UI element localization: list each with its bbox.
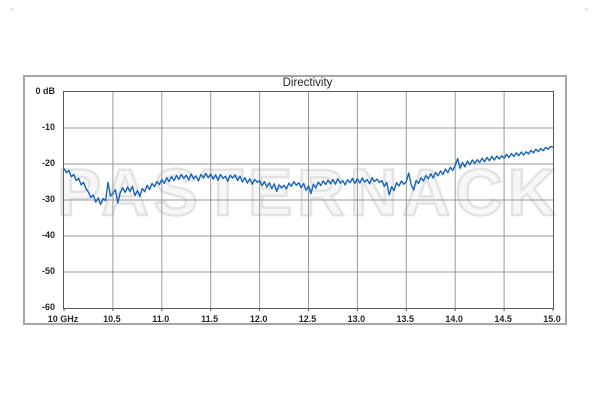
chart-title: Directivity xyxy=(282,77,333,89)
y-tick-label: -50 xyxy=(41,266,55,276)
x-tick-label: 10.5 xyxy=(103,314,121,324)
x-tick-label: 14.0 xyxy=(445,314,463,324)
data-line-layer xyxy=(63,145,554,206)
x-tick-label: 10 GHz xyxy=(47,314,79,324)
y-axis-tick-labels: 0 dB -10 -20 -30 -40 -50 -60 xyxy=(23,86,59,312)
x-tick-label: 13.5 xyxy=(396,314,415,324)
x-tick-label: 14.5 xyxy=(494,314,512,324)
plot-area xyxy=(63,91,554,311)
top-left-artifact-dot xyxy=(11,8,14,11)
y-tick-label: -40 xyxy=(41,230,55,240)
x-tick-label: 12.5 xyxy=(298,314,317,324)
directivity-chart: Directivity PASTERNACK 0 dB -10 -20 -30 -40-… xyxy=(23,75,567,325)
x-tick-label: 12.0 xyxy=(249,314,268,324)
y-tick-label: -30 xyxy=(41,194,55,204)
x-tick-label: 11.5 xyxy=(201,314,219,324)
top-right-artifact-dot xyxy=(585,8,588,11)
y-tick-label: -20 xyxy=(41,158,55,168)
x-tick-label: 11.0 xyxy=(152,314,170,324)
x-tick-label: 15.0 xyxy=(543,314,561,324)
y-tick-label: 0 dB xyxy=(35,86,55,96)
gridlines-layer xyxy=(63,92,554,311)
y-tick-label: -60 xyxy=(41,302,55,312)
x-axis-tick-labels: 10 GHz 10.5 11.0 11.5 12.0 12.5 13.0 13.5 14.0 14… xyxy=(48,311,561,325)
y-tick-label: -10 xyxy=(41,122,55,132)
x-tick-label: 13.0 xyxy=(347,314,366,324)
